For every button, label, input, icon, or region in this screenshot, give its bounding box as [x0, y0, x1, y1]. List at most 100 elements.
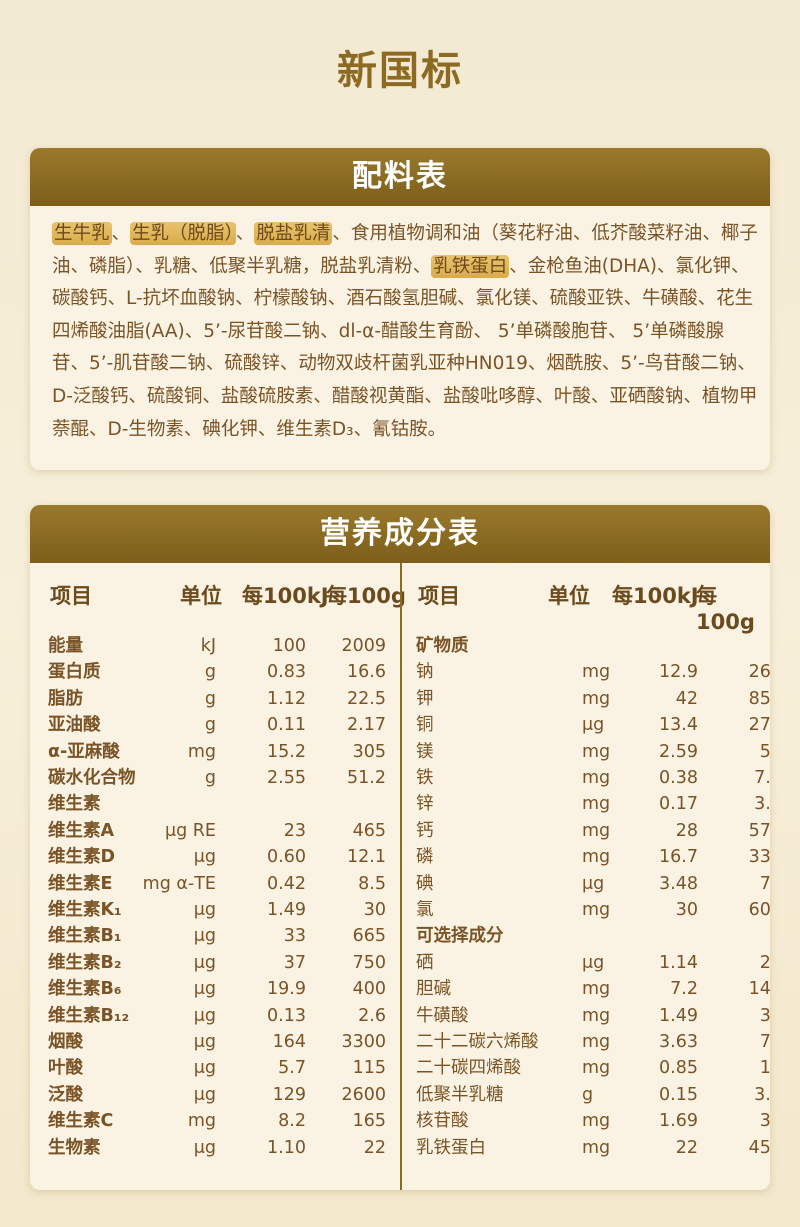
- nutrition-row: 磷 mg 16.7 335: [416, 844, 770, 870]
- nutrient-name: 核苷酸: [416, 1111, 469, 1132]
- unit: mg: [582, 768, 611, 788]
- nutrient-name: 泛酸: [48, 1084, 83, 1105]
- per-100kj: 19.9: [267, 979, 306, 1000]
- unit: μg: [582, 952, 605, 973]
- unit: mg: [582, 741, 611, 762]
- per-100g: 23: [759, 952, 770, 973]
- per-100kj: 1.14: [659, 952, 698, 973]
- nutrient-name: 能量: [48, 636, 83, 656]
- per-100kj: 0.60: [267, 847, 306, 868]
- nutrient-name: 镁: [416, 741, 434, 762]
- nutrition-row: 生物素 μg 1.10 22: [48, 1135, 398, 1161]
- per-100kj: 0.85: [659, 1058, 698, 1079]
- nutrient-name: 铁: [416, 768, 434, 788]
- per-100kj: 1.12: [267, 688, 306, 709]
- nutrition-row: 维生素E mg α-TE 0.42 8.5: [48, 871, 398, 897]
- nutrient-name: 生物素: [48, 1137, 101, 1158]
- nutrition-row: 可选择成分: [416, 923, 766, 949]
- per-100kj: 1.49: [659, 1005, 698, 1026]
- per-100kj: 15.2: [267, 741, 306, 762]
- nutrition-row: 维生素B₂ μg 37 750: [48, 950, 398, 976]
- per-100kj: 3.63: [659, 1032, 698, 1052]
- ingredient-text: D-泛酸钙、硫酸铜、盐酸硫胺素、醋酸视黄酯、盐酸吡哆醇、叶酸、亚硒酸钠、植物甲: [52, 385, 758, 407]
- highlighted-ingredient: 生牛乳: [52, 222, 112, 245]
- nutrition-row: 碳水化合物 g 2.55 51.2: [48, 765, 398, 791]
- per-100g: 7.6: [754, 768, 770, 788]
- nutrition-row: 二十碳四烯酸 mg 0.85 17: [416, 1055, 770, 1081]
- per-100g: 605: [748, 900, 770, 920]
- per-100g: 30: [759, 1005, 770, 1026]
- ingredient-text: 碳酸钙、L-抗坏血酸钠、柠檬酸钠、酒石酸氢胆碱、氯化镁、硫酸亚铁、牛磺酸、花生: [52, 288, 754, 310]
- per-100kj: 3.48: [659, 873, 698, 894]
- per-100g: 850: [748, 688, 770, 709]
- per-100kj: 0.15: [659, 1084, 698, 1105]
- per-100g: 16.6: [347, 662, 386, 683]
- per-100kj: 7.2: [670, 979, 698, 1000]
- nutrient-name: 钾: [416, 688, 434, 709]
- nutrient-name: 维生素B₁₂: [48, 1005, 130, 1026]
- ingredients-line: 四烯酸油脂(AA)、5’-尿苷酸二钠、dl-α-醋酸生育酚、 5’单磷酸胞苷、 …: [52, 316, 756, 349]
- per-100kj: 0.83: [267, 662, 306, 683]
- unit: g: [204, 768, 216, 788]
- unit: μg: [193, 952, 216, 973]
- nutrient-name: 碘: [416, 873, 434, 894]
- unit: mg: [582, 900, 611, 920]
- per-100kj: 129: [272, 1084, 306, 1105]
- header-item: 项目: [50, 584, 92, 608]
- per-100g: 12.1: [347, 847, 386, 868]
- nutrition-row: 亚油酸 g 0.11 2.17: [48, 712, 398, 738]
- ingredients-text: 生牛乳、生乳（脱脂）、脱盐乳清 、食用植物调和油（葵花籽油、低芥酸菜籽油、椰子 油、…: [30, 206, 770, 446]
- highlighted-ingredient: 脱盐乳清: [254, 222, 333, 245]
- unit: μg: [193, 979, 216, 1000]
- per-100g: 2.6: [358, 1005, 386, 1026]
- ingredients-line: 油、磷脂）、乳糖、低聚半乳糖，脱盐乳清粉、 乳铁蛋白 、金枪鱼油(DHA)、氯化钾、: [52, 251, 756, 284]
- nutrient-name: 维生素B₂: [48, 952, 122, 973]
- per-100g: 2600: [341, 1084, 386, 1105]
- nutrient-name: 维生素: [48, 794, 101, 815]
- ingredients-line: D-泛酸钙、硫酸铜、盐酸硫胺素、醋酸视黄酯、盐酸吡哆醇、叶酸、亚硒酸钠、植物甲: [52, 381, 758, 414]
- per-100g: 335: [748, 847, 770, 868]
- unit: μg: [193, 1058, 216, 1079]
- unit: mg: [582, 1032, 611, 1052]
- nutrient-name: 二十二碳六烯酸: [416, 1032, 539, 1052]
- per-100g: 30: [363, 900, 386, 920]
- ingredient-text: 萘醌、D-生物素、碘化钾、维生素D₃、氰钴胺。: [52, 418, 447, 440]
- nutrient-name: 烟酸: [48, 1032, 83, 1052]
- unit: mg: [582, 794, 611, 815]
- unit: μg: [193, 1032, 216, 1052]
- ingredient-text: 、食用植物调和油（葵花籽油、低芥酸菜籽油、椰子: [332, 223, 758, 244]
- per-100kj: 2.59: [659, 741, 698, 762]
- per-100kj: 0.13: [267, 1005, 306, 1026]
- unit: mg: [582, 662, 611, 683]
- nutrition-row: 钾 mg 42 850: [416, 686, 770, 712]
- nutrition-row: 维生素B₁ μg 33 665: [48, 923, 398, 949]
- ingredient-text: 苷、5’-肌苷酸二钠、硫酸锌、动物双歧杆菌乳亚种HN019、烟酰胺、5’-鸟苷酸…: [52, 353, 756, 375]
- nutrient-name: 锌: [416, 794, 434, 815]
- nutrient-name: 低聚半乳糖: [416, 1084, 504, 1105]
- ingredient-text: 油、磷脂）、乳糖、低聚半乳糖，脱盐乳清粉、: [52, 255, 432, 277]
- nutrient-name: 叶酸: [48, 1058, 83, 1079]
- unit: kJ: [200, 636, 216, 656]
- per-100kj: 16.7: [659, 847, 698, 868]
- per-100g: 3.0: [754, 1084, 770, 1105]
- per-100g: 8.5: [358, 873, 386, 894]
- highlighted-ingredient: 乳铁蛋白: [431, 254, 510, 278]
- ingredients-card: 配料表 生牛乳、生乳（脱脂）、脱盐乳清 、食用植物调和油（葵花籽油、低芥酸菜籽油、…: [30, 148, 770, 470]
- header-item-right: 项目: [418, 584, 460, 608]
- header-per-100kj-right: 每100kJ: [612, 584, 699, 608]
- unit: μg: [193, 1137, 216, 1158]
- per-100g: 165: [352, 1111, 386, 1132]
- nutrition-row: 碘 μg 3.48 70: [416, 871, 770, 897]
- per-100g: 3.5: [754, 794, 770, 815]
- per-100g: 17: [759, 1058, 770, 1079]
- nutrient-name: 亚油酸: [48, 715, 101, 736]
- nutrient-name: 矿物质: [416, 636, 469, 656]
- per-100g: 400: [352, 979, 386, 1000]
- per-100g: 3300: [341, 1032, 386, 1052]
- per-100kj: 1.49: [267, 900, 306, 920]
- unit: mg: [187, 1111, 216, 1132]
- nutrient-name: 维生素A: [48, 820, 115, 841]
- per-100kj: 2.55: [267, 768, 306, 788]
- per-100g: 270: [748, 715, 770, 736]
- unit: mg: [582, 1137, 611, 1158]
